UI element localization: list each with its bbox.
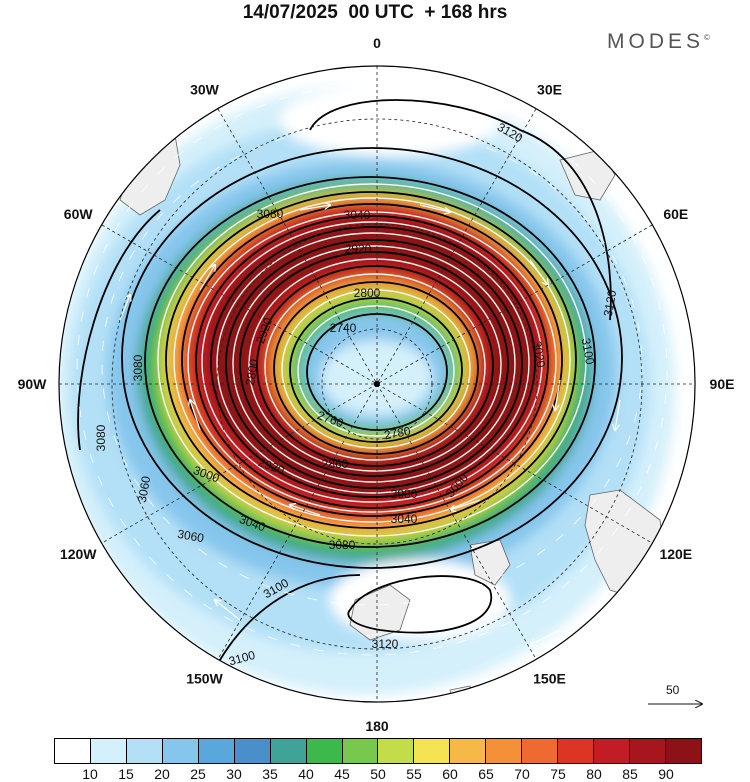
colorbar-tick-label: 30 [226, 766, 242, 782]
colorbar-cell [594, 739, 630, 763]
contour-label: 2800 [354, 286, 381, 300]
colorbar-tick-label: 40 [298, 766, 314, 782]
contour-label: 3120 [372, 637, 399, 651]
contour-label: 3040 [391, 512, 418, 526]
colorbar-tick-label: 45 [334, 766, 350, 782]
longitude-labels: 0 30E 60E 90E 120E 150E 180 150W 120W 90W 60W 30W [18, 35, 735, 734]
colorbar-tick-label: 25 [190, 766, 206, 782]
longitude-label: 120W [60, 546, 97, 562]
geopotential-contours [77, 99, 623, 661]
longitude-label: 120E [659, 546, 692, 562]
colorbar-cell [558, 739, 595, 763]
colorbar-tick-label: 35 [262, 766, 278, 782]
contour-label: 2860 [322, 457, 349, 471]
colorbar-cell [450, 739, 487, 763]
contour-label: 3120 [601, 289, 619, 318]
map-title: 14/07/2025 00 UTC + 168 hrs [242, 2, 508, 23]
longitude-label: 150W [186, 670, 223, 686]
longitude-label: 0 [373, 35, 381, 51]
colorbar-tick-label: 20 [154, 766, 170, 782]
contour-label: 3080 [131, 354, 145, 381]
longitude-label: 150E [533, 670, 566, 686]
wind-speed-field [59, 66, 695, 702]
colorbar-tick-label: 60 [442, 766, 458, 782]
colorbar-tick-label: 90 [658, 766, 674, 782]
contour-label: 3060 [135, 475, 153, 504]
contour-label: 3080 [257, 207, 284, 221]
longitude-label: 30E [537, 82, 562, 98]
colorbar-tick-label: 10 [82, 766, 98, 782]
reference-vector-label: 50 [666, 683, 680, 697]
contour-label: 3080 [329, 538, 356, 552]
contour-label: 2740 [330, 321, 357, 335]
contour-label: 3020 [530, 340, 548, 369]
contour-label: 3100 [579, 337, 597, 366]
longitude-label: 90E [710, 376, 735, 392]
colorbar-cell [90, 739, 127, 763]
longitude-label: 90W [18, 376, 48, 392]
wind-streamlines [76, 84, 668, 656]
brand-logo: MODES© [607, 30, 710, 54]
colorbar-cell [486, 739, 523, 763]
contour-label: 3060 [176, 527, 205, 545]
colorbar-cell [270, 739, 307, 763]
colorbar-tick-label: 65 [478, 766, 494, 782]
colorbar-ticks: 10 15 20 25 30 35 40 45 50 55 60 65 70 75 80 85 90 [54, 766, 702, 782]
colorbar-cell [630, 739, 666, 763]
contour-label: 3100 [227, 648, 257, 669]
reference-vector [648, 682, 706, 712]
colorbar-cell [162, 739, 199, 763]
longitude-label: 180 [365, 718, 389, 734]
colorbar-cell [665, 739, 701, 763]
colorbar-cell [198, 739, 235, 763]
colorbar-cell [342, 739, 379, 763]
brand-name: MODES [607, 30, 705, 53]
contour-label: 2800 [243, 358, 261, 387]
colorbar-tick-label: 15 [118, 766, 134, 782]
colorbar-cell [55, 739, 91, 763]
colorbar-tick-label: 50 [370, 766, 386, 782]
longitude-label: 30W [190, 82, 220, 98]
brand-mark: © [704, 33, 710, 42]
colorbar-tick-label: 85 [622, 766, 638, 782]
colorbar-cell [234, 739, 271, 763]
longitude-label: 60W [64, 206, 94, 222]
contour-label: 3040 [344, 208, 371, 222]
colorbar-cell [126, 739, 163, 763]
colorbar-cell [378, 739, 415, 763]
colorbar-cell [306, 739, 343, 763]
contour-label: 2780 [383, 424, 412, 442]
longitude-label: 60E [663, 206, 688, 222]
colorbar-cell [522, 739, 559, 763]
colorbar-tick-label: 70 [514, 766, 530, 782]
wind-vectors [119, 205, 621, 645]
contour-label: 2920 [345, 242, 372, 256]
colorbar [54, 738, 702, 764]
colorbar-cell [414, 739, 451, 763]
contour-label: 2980 [391, 487, 418, 501]
contour-label: 3080 [94, 424, 108, 451]
colorbar-tick-label: 80 [586, 766, 602, 782]
map-boundary [58, 65, 696, 703]
pole-marker [374, 381, 380, 387]
colorbar-tick-label: 55 [406, 766, 422, 782]
colorbar-tick-label: 75 [550, 766, 566, 782]
